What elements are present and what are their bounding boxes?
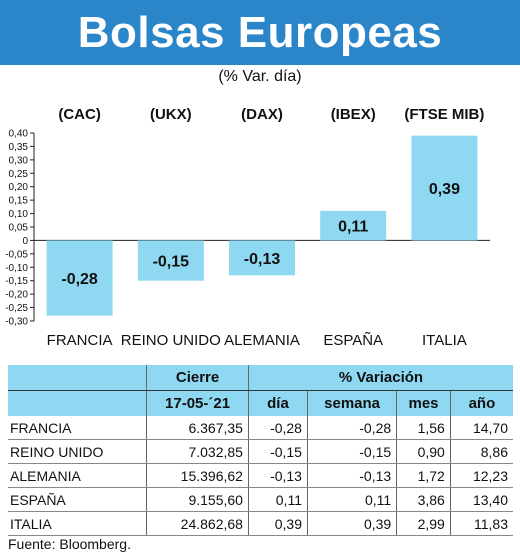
row-label: REINO UNIDO [8,439,147,464]
bar [46,240,113,316]
table-cell: 6.367,35 [146,416,249,440]
x-category-label: ESPAÑA [323,332,383,349]
y-tick-label: -0,10 [5,263,28,274]
table-cell: 13,40 [449,487,513,512]
table-subheader-semana: semana [306,390,397,416]
table-cell: 0,90 [396,439,451,464]
x-category-label: ITALIA [422,332,467,349]
title-banner: Bolsas Europeas [0,0,520,65]
table-cell: 0,11 [247,487,308,512]
table-row: REINO UNIDO 7.032,85 -0,15 -0,15 0,90 8,86 [8,439,513,464]
bar [320,210,387,241]
x-category-label: FRANCIA [47,332,113,349]
y-tick-label: -0,25 [5,303,28,314]
y-tick-label: -0,05 [5,249,28,260]
bar-value-label: 0,39 [429,181,460,198]
table-cell: 12,23 [449,463,513,488]
table-cell: 0,39 [247,511,308,536]
table-cell: 0,39 [306,511,397,536]
table-cell: -0,28 [306,416,397,440]
table-cell: 1,72 [396,463,451,488]
table-header-cierre: Cierre [146,365,249,391]
table-cell: 24.862,68 [146,511,249,536]
y-tick-label: 0,30 [9,155,29,166]
table-body: FRANCIA 6.367,35 -0,28 -0,28 1,56 14,70 REINO … [8,416,513,536]
y-tick-label: 0,40 [9,129,29,140]
row-label: ESPAÑA [8,487,147,512]
table-row: FRANCIA 6.367,35 -0,28 -0,28 1,56 14,70 [8,416,513,440]
row-label: ITALIA [8,511,147,536]
y-tick-label: 0,20 [9,182,29,193]
bar-value-label: -0,15 [153,254,190,271]
table-row: ITALIA 24.862,68 0,39 0,39 2,99 11,83 [8,511,513,536]
table-cell: -0,13 [306,463,397,488]
index-label: (UKX) [150,106,192,123]
table-cell: 1,56 [396,416,451,440]
table-subheader-ano: año [449,390,513,416]
bar-value-label: -0,13 [244,251,281,268]
index-label: (DAX) [241,106,283,123]
table-cell: -0,13 [247,463,308,488]
table-row: ESPAÑA 9.155,60 0,11 0,11 3,86 13,40 [8,487,513,512]
table-cell: 3,86 [396,487,451,512]
index-label: (IBEX) [331,106,376,123]
table-cell: 2,99 [396,511,451,536]
source-note: Fuente: Bloomberg. [8,536,131,552]
table-cell: 15.396,62 [146,463,249,488]
table-cell: 8,86 [449,439,513,464]
y-tick-label: 0,10 [9,209,29,220]
table-header-row: Cierre % Variación [8,365,513,391]
index-label: (CAC) [58,106,101,123]
row-label: ALEMANIA [8,463,147,488]
y-tick-label: 0,05 [9,223,29,234]
table-subheader-row: 17-05-´21 día semana mes año [8,390,513,416]
table-header-empty [8,365,147,391]
x-category-label: REINO UNIDO [121,332,221,349]
chart-subtitle: (% Var. día) [218,68,302,85]
row-label: FRANCIA [8,416,147,440]
table-cell: 9.155,60 [146,487,249,512]
y-tick-label: -0,15 [5,276,28,287]
bar [229,240,295,276]
table-cell: -0,15 [306,439,397,464]
table-cell: 0,11 [306,487,397,512]
y-tick-label: 0,35 [9,142,29,153]
table-header-variacion: % Variación [247,365,513,391]
table-row: ALEMANIA 15.396,62 -0,13 -0,13 1,72 12,23 [8,463,513,488]
table-cell: -0,28 [247,416,308,440]
bar-value-label: 0,11 [338,219,368,236]
y-tick-label: -0,30 [5,317,28,328]
bar-chart: 0,40 0,35 0,30 0,25 0,20 0,15 0,10 0,05 0 -0,05 -0… [5,106,490,349]
bar [411,135,478,241]
bar [137,240,204,281]
chart-title: Bolsas Europeas [77,7,443,57]
table-subheader-mes: mes [396,390,451,416]
y-tick-label: 0,15 [9,196,29,207]
x-category-label: ALEMANIA [224,332,300,349]
y-tick-label: 0,25 [9,169,29,180]
y-tick-label: 0 [22,236,28,247]
index-label: (FTSE MIB) [404,106,484,123]
bar-value-label: -0,28 [61,271,98,288]
table-cell: 11,83 [449,511,513,536]
table-subheader-dia: día [247,390,308,416]
y-tick-label: -0,20 [5,290,28,301]
table-subheader-date: 17-05-´21 [146,390,249,416]
table-cell: 14,70 [449,416,513,440]
table-cell: -0,15 [247,439,308,464]
data-table: Cierre % Variación 17-05-´21 día semana … [8,365,513,536]
table-cell: 7.032,85 [146,439,249,464]
table-subheader-empty [8,390,147,416]
